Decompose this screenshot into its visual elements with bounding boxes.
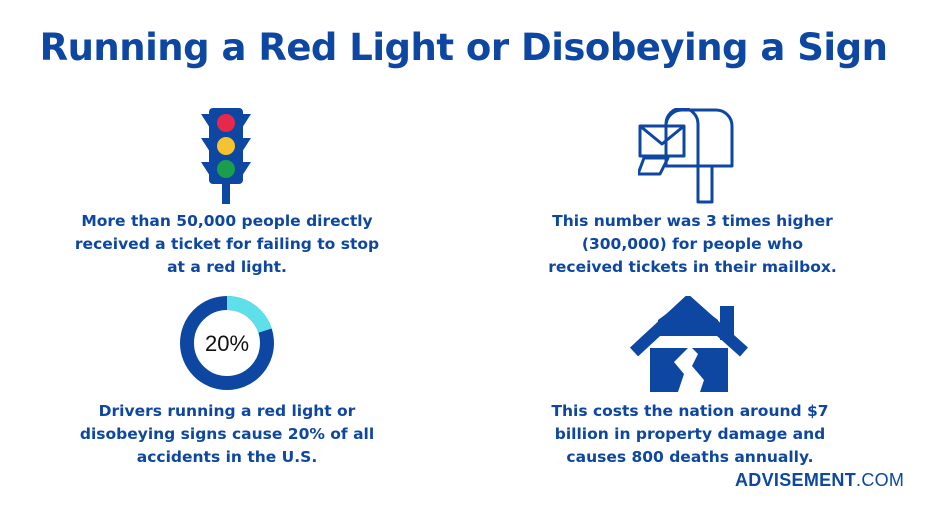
damaged-house-icon: [629, 296, 748, 392]
green-lamp: [217, 160, 235, 178]
mailbox-icon: [638, 108, 734, 204]
advisement-logo: ADVISEMENT.COM: [735, 470, 904, 491]
donut-percentage-icon: 20%: [180, 296, 274, 390]
traffic-light-icon: [201, 108, 251, 204]
yellow-lamp: [217, 137, 235, 155]
donut-accent-arc: [226, 296, 272, 334]
logo-brand: ADVISEMENT: [735, 470, 857, 490]
stat-caption-property-damage: This costs the nation around $7 billion …: [551, 402, 829, 466]
stat-caption-accident-share: Drivers running a red light or disobeyin…: [79, 402, 375, 466]
page-title: Running a Red Light or Disobeying a Sign: [39, 26, 888, 69]
logo-tld: .COM: [856, 470, 905, 490]
red-lamp: [217, 114, 235, 132]
donut-percentage-label: 20%: [205, 331, 249, 356]
stat-caption-red-light-tickets: More than 50,000 people directly receive…: [74, 212, 380, 276]
stat-caption-mailbox-tickets: This number was 3 times higher (300,000)…: [548, 212, 837, 276]
